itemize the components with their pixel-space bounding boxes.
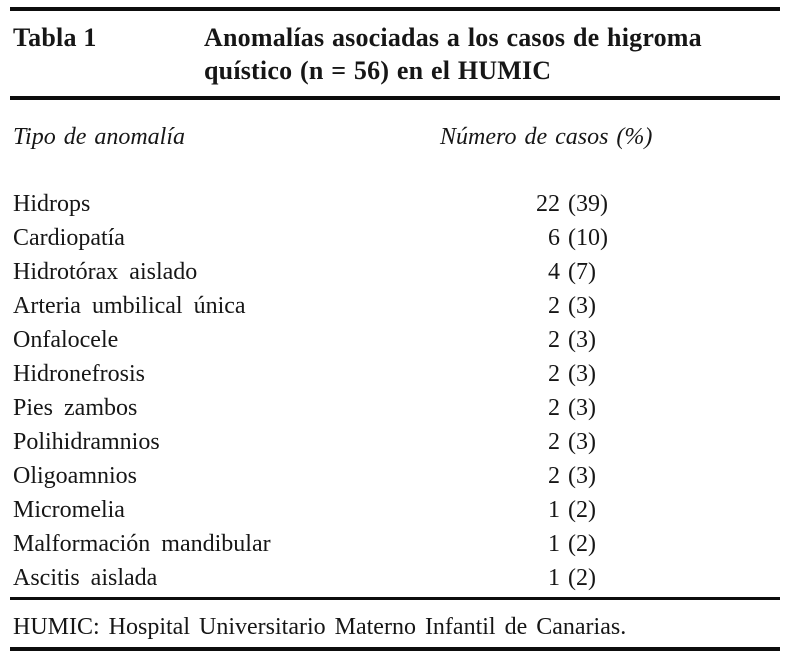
case-percent-cell: (7) [568,259,596,285]
journal-table: Tabla 1 Anomalías asociadas a los casos … [10,7,780,651]
table-row: Ascitis aislada 1 (2) [10,561,780,595]
caption-divider-rule [10,96,780,100]
anomaly-type-cell: Polihidramnios [13,429,160,455]
case-count-cell: 6 [548,225,560,251]
case-percent-cell: (3) [568,463,596,489]
anomaly-type-cell: Oligoamnios [13,463,137,489]
anomaly-type-cell: Malformación mandibular [13,531,271,557]
case-percent-cell: (3) [568,293,596,319]
case-percent-cell: (3) [568,429,596,455]
anomaly-type-cell: Onfalocele [13,327,119,353]
case-percent-cell: (10) [568,225,608,251]
table-row: Hidrops 22 (39) [10,187,780,221]
case-count-cell: 1 [548,497,560,523]
case-percent-cell: (39) [568,191,608,217]
table-row: Cardiopatía 6 (10) [10,221,780,255]
anomaly-type-cell: Pies zambos [13,395,138,421]
table-row: Oligoamnios 2 (3) [10,459,780,493]
table-row: Hidrotórax aislado 4 (7) [10,255,780,289]
anomaly-type-cell: Arteria umbilical única [13,293,246,319]
case-percent-cell: (2) [568,565,596,591]
table-row: Hidronefrosis 2 (3) [10,357,780,391]
case-percent-cell: (3) [568,361,596,387]
footnote-divider-rule [10,597,780,600]
case-count-cell: 2 [548,429,560,455]
column-header-row: Tipo de anomalía Número de casos (%) [10,120,780,154]
bottom-rule [10,647,780,651]
table-title-line2: quístico (n = 56) en el HUMIC [204,56,552,85]
table-body: Hidrops 22 (39) Cardiopatía 6 (10) Hidro… [10,187,780,595]
case-count-cell: 1 [548,565,560,591]
table-row: Polihidramnios 2 (3) [10,425,780,459]
case-percent-cell: (2) [568,531,596,557]
case-count-cell: 2 [548,395,560,421]
table-row: Micromelia 1 (2) [10,493,780,527]
case-count-cell: 2 [548,327,560,353]
case-percent-cell: (2) [568,497,596,523]
top-rule [10,7,780,11]
case-count-cell: 2 [548,361,560,387]
case-count-cell: 22 [536,191,560,217]
anomaly-type-cell: Cardiopatía [13,225,125,251]
table-row: Onfalocele 2 (3) [10,323,780,357]
column-header-anomaly-type: Tipo de anomalía [13,124,186,150]
case-count-cell: 2 [548,463,560,489]
table-row: Malformación mandibular 1 (2) [10,527,780,561]
case-count-cell: 2 [548,293,560,319]
anomaly-type-cell: Ascitis aislada [13,565,158,591]
table-title: Anomalías asociadas a los casos de higro… [204,21,780,87]
case-count-cell: 1 [548,531,560,557]
anomaly-type-cell: Micromelia [13,497,125,523]
case-count-cell: 4 [548,259,560,285]
table-caption: Tabla 1 Anomalías asociadas a los casos … [10,11,780,96]
footnote: HUMIC: Hospital Universitario Materno In… [13,614,627,640]
table-row: Arteria umbilical única 2 (3) [10,289,780,323]
table-row: Pies zambos 2 (3) [10,391,780,425]
table-number-label: Tabla 1 [13,23,97,52]
case-percent-cell: (3) [568,395,596,421]
table-title-line1: Anomalías asociadas a los casos de higro… [204,23,702,52]
case-percent-cell: (3) [568,327,596,353]
anomaly-type-cell: Hidrops [13,191,91,217]
anomaly-type-cell: Hidronefrosis [13,361,145,387]
column-header-case-count: Número de casos (%) [440,124,653,150]
anomaly-type-cell: Hidrotórax aislado [13,259,198,285]
